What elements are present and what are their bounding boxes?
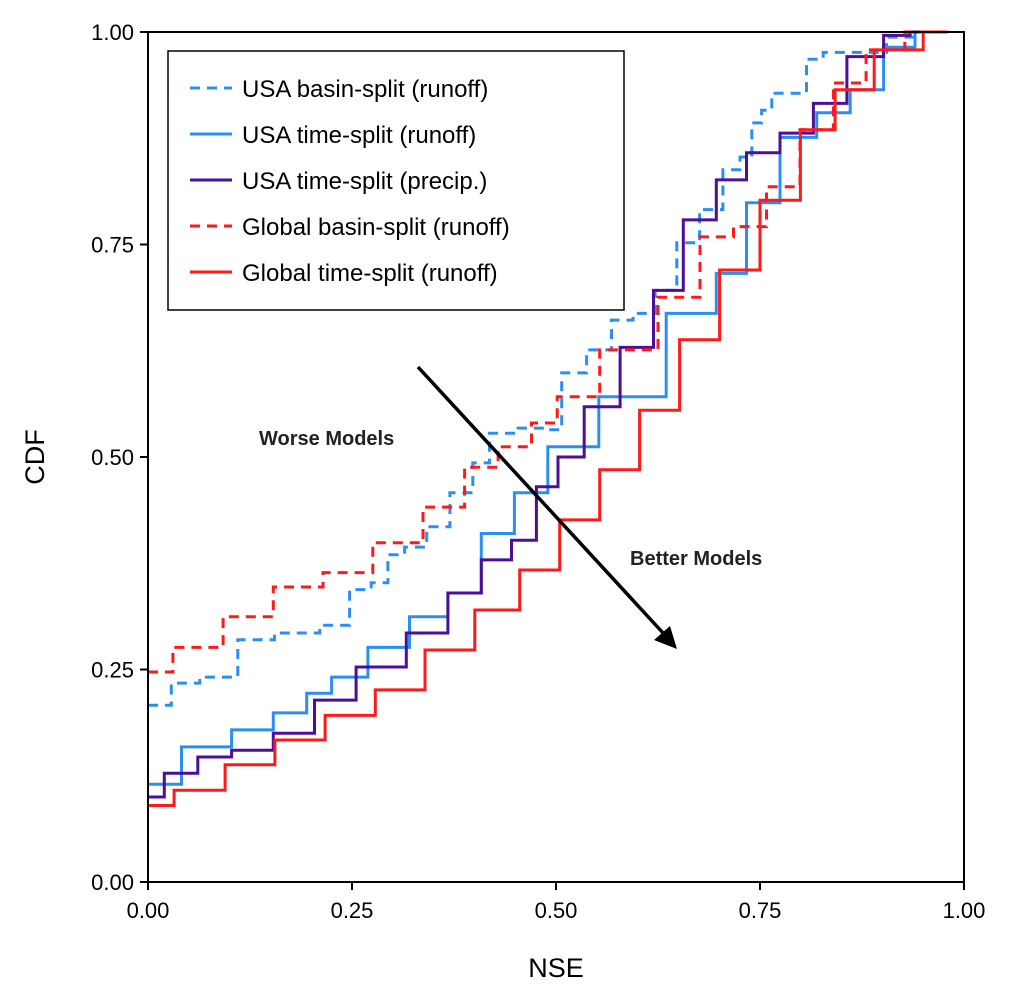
arrow-head	[654, 626, 677, 649]
series-line-global-basin-split-runoff	[148, 30, 928, 674]
legend-label-global-time-split-runoff: Global time-split (runoff)	[242, 260, 498, 287]
legend-box	[167, 50, 625, 311]
legend-label-usa-time-split-precip: USA time-split (precip.)	[242, 168, 487, 195]
annotation-better-models: Better Models	[630, 548, 762, 570]
x-tick-label: 0.25	[331, 898, 374, 923]
legend-label-usa-basin-split-runoff: USA basin-split (runoff)	[242, 76, 488, 103]
y-axis-label: CDF	[20, 429, 50, 485]
annotation-worse-models: Worse Models	[259, 428, 394, 450]
y-tick-label: 0.25	[91, 658, 134, 683]
legend: USA basin-split (runoff) USA time-split (…	[167, 50, 625, 311]
x-tick-label: 1.00	[943, 898, 986, 923]
legend-label-global-basin-split-runoff: Global basin-split (runoff)	[242, 214, 510, 241]
series-layer	[148, 30, 948, 807]
series-line-usa-time-split-precip	[148, 30, 920, 799]
legend-label-usa-time-split-runoff: USA time-split (runoff)	[242, 122, 476, 149]
ticks-layer: 0.00 0.25 0.50 0.75 1.00 0.00 0.25 0.50 0.75 1.00	[91, 20, 985, 923]
series-line-usa-basin-split-runoff	[148, 30, 930, 707]
x-tick-label: 0.75	[739, 898, 782, 923]
x-axis-label: NSE	[528, 953, 584, 983]
series-line-global-time-split-runoff	[148, 30, 948, 807]
y-tick-label: 0.50	[91, 445, 134, 470]
better-models-arrow	[416, 365, 677, 649]
y-tick-label: 1.00	[91, 20, 134, 45]
x-tick-label: 0.00	[127, 898, 170, 923]
arrow-shaft	[416, 365, 666, 636]
y-tick-label: 0.75	[91, 233, 134, 258]
y-tick-label: 0.00	[91, 870, 134, 895]
series-line-usa-time-split-runoff	[148, 30, 930, 786]
x-tick-label: 0.50	[535, 898, 578, 923]
